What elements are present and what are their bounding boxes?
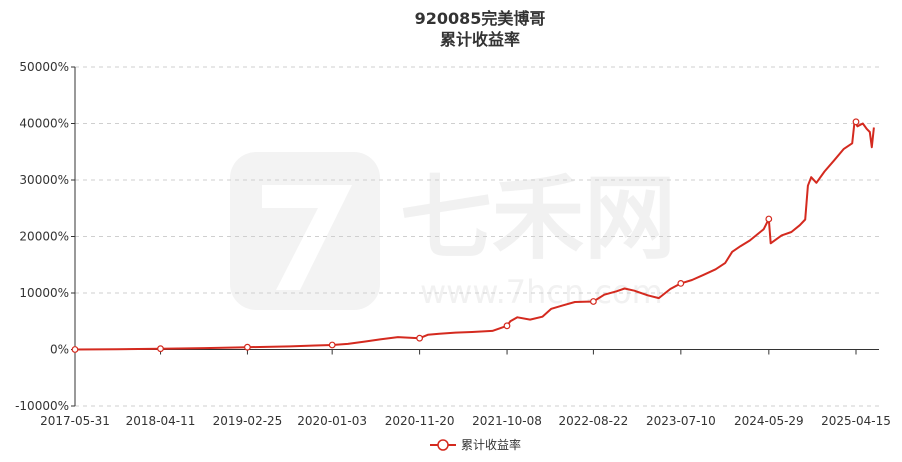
y-tick-label: 40000% [19, 117, 69, 131]
data-point[interactable] [328, 341, 336, 349]
x-tick-label: 2018-04-11 [126, 414, 196, 428]
data-point[interactable] [503, 322, 511, 330]
data-point[interactable] [416, 334, 424, 342]
x-tick-label: 2024-05-29 [734, 414, 804, 428]
legend[interactable]: 累计收益率 [430, 437, 521, 452]
watermark-url: www.7hcn.com [420, 273, 663, 311]
series-line [74, 120, 875, 351]
data-point[interactable] [243, 343, 251, 351]
data-point[interactable] [157, 345, 164, 353]
data-point[interactable] [677, 280, 685, 287]
watermark-logo-mark [230, 152, 380, 310]
data-point[interactable] [71, 346, 79, 353]
y-tick-label: 30000% [19, 173, 69, 187]
x-tick-label: 2021-10-08 [472, 414, 542, 428]
watermark: 七禾网 www.7hcn.com [230, 152, 676, 311]
y-tick-label: 50000% [19, 60, 69, 74]
chart-subtitle: 累计收益率 [440, 30, 520, 49]
series [71, 118, 875, 353]
y-tick-label: -10000% [15, 399, 69, 413]
x-axis-ticks: 2017-05-31 2018-04-11 2019-02-25 2020-01-03… [40, 349, 891, 428]
y-axis-ticks: 50000% 40000% 30000% 20000% 10000% 0% -10000% [15, 60, 75, 413]
watermark-brand: 七禾网 [400, 165, 676, 272]
x-tick-label: 2023-07-10 [646, 414, 716, 428]
x-tick-label: 2017-05-31 [40, 414, 110, 428]
legend-label: 累计收益率 [461, 437, 521, 452]
x-tick-label: 2019-02-25 [213, 414, 283, 428]
watermark-logo-seven [262, 185, 352, 290]
chart-title: 920085完美博哥 [415, 9, 546, 28]
legend-marker-icon [437, 439, 449, 451]
x-tick-label: 2020-01-03 [297, 414, 367, 428]
x-tick-label: 2020-11-20 [385, 414, 455, 428]
y-tick-label: 10000% [19, 286, 69, 300]
data-point[interactable] [852, 118, 860, 126]
x-tick-label: 2025-04-15 [821, 414, 891, 428]
data-point[interactable] [590, 298, 597, 305]
y-tick-label: 0% [50, 343, 69, 357]
data-point[interactable] [765, 215, 773, 223]
y-tick-label: 20000% [19, 230, 69, 244]
grid [75, 66, 879, 407]
x-tick-label: 2022-08-22 [559, 414, 629, 428]
